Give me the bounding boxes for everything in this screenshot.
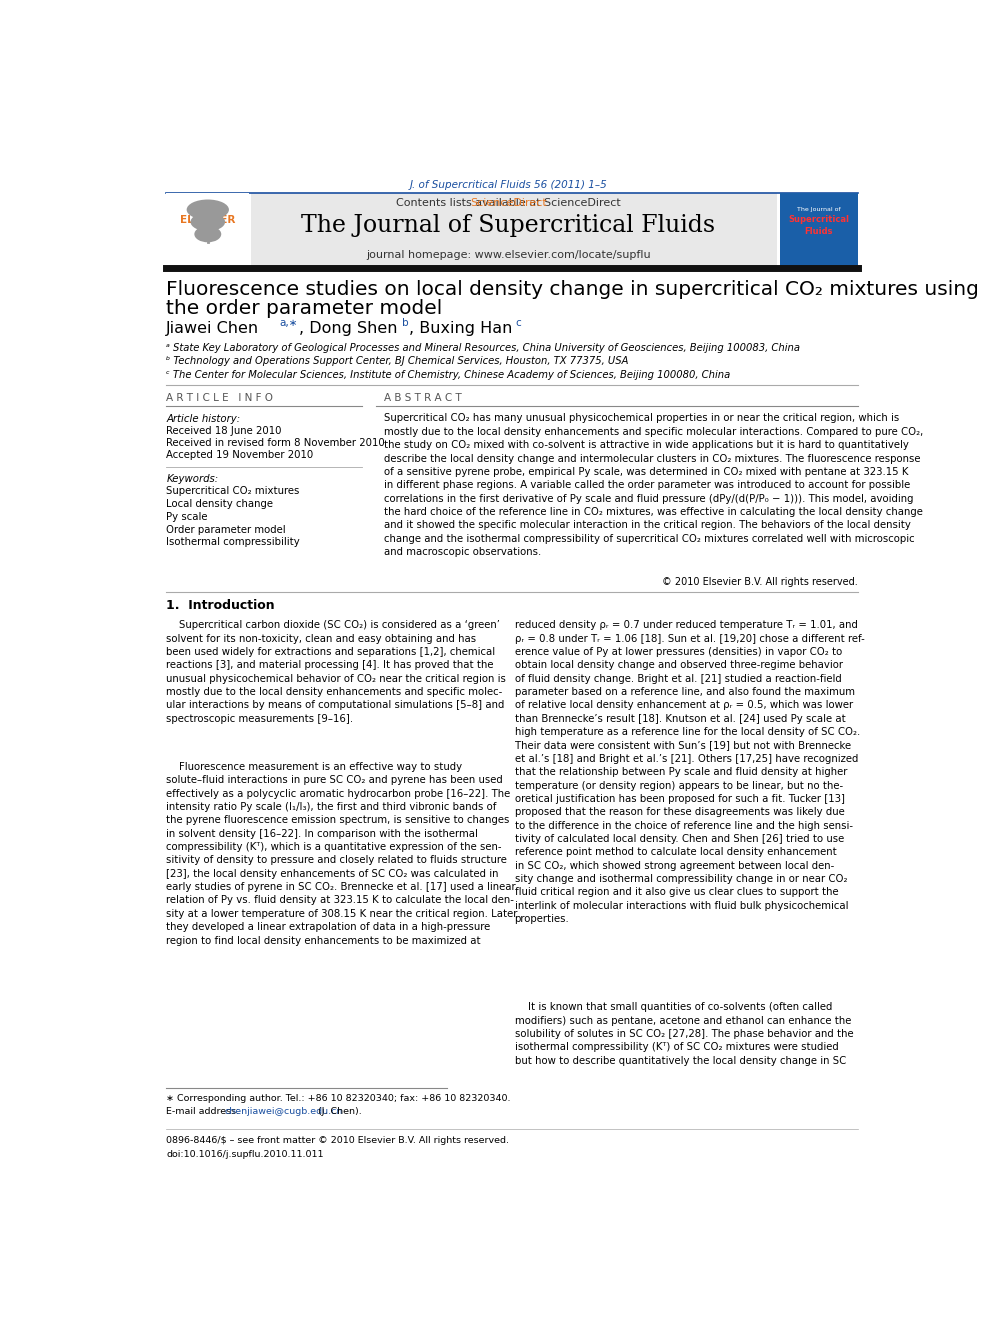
- Text: journal homepage: www.elsevier.com/locate/supflu: journal homepage: www.elsevier.com/locat…: [366, 250, 651, 259]
- Text: a,∗: a,∗: [280, 318, 298, 328]
- Text: reduced density ρᵣ = 0.7 under reduced temperature Tᵣ = 1.01, and
ρᵣ = 0.8 under: reduced density ρᵣ = 0.7 under reduced t…: [515, 620, 864, 925]
- Text: A R T I C L E   I N F O: A R T I C L E I N F O: [167, 393, 273, 404]
- FancyBboxPatch shape: [780, 193, 858, 267]
- Text: Accepted 19 November 2010: Accepted 19 November 2010: [167, 450, 313, 460]
- Text: J. of Supercritical Fluids 56 (2011) 1–5: J. of Supercritical Fluids 56 (2011) 1–5: [410, 180, 607, 191]
- Text: Supercritical CO₂ has many unusual physicochemical properties in or near the cri: Supercritical CO₂ has many unusual physi…: [384, 413, 924, 557]
- Text: Py scale: Py scale: [167, 512, 207, 521]
- Text: chenjiawei@cugb.edu.cn: chenjiawei@cugb.edu.cn: [225, 1107, 343, 1115]
- Text: Supercritical: Supercritical: [789, 216, 849, 225]
- FancyBboxPatch shape: [167, 193, 249, 267]
- Text: the order parameter model: the order parameter model: [167, 299, 442, 318]
- Ellipse shape: [194, 226, 221, 242]
- Text: A B S T R A C T: A B S T R A C T: [384, 393, 461, 404]
- Text: doi:10.1016/j.supflu.2010.11.011: doi:10.1016/j.supflu.2010.11.011: [167, 1150, 323, 1159]
- Text: ELSEVIER: ELSEVIER: [181, 214, 235, 225]
- Text: ᶜ The Center for Molecular Sciences, Institute of Chemistry, Chinese Academy of : ᶜ The Center for Molecular Sciences, Ins…: [167, 369, 730, 380]
- Text: ScienceDirect: ScienceDirect: [470, 197, 547, 208]
- Text: ∗ Corresponding author. Tel.: +86 10 82320340; fax: +86 10 82320340.: ∗ Corresponding author. Tel.: +86 10 823…: [167, 1094, 511, 1102]
- Text: Local density change: Local density change: [167, 499, 273, 509]
- Ellipse shape: [186, 200, 229, 220]
- Text: Keywords:: Keywords:: [167, 474, 218, 484]
- Text: The Journal of: The Journal of: [798, 208, 841, 212]
- Text: © 2010 Elsevier B.V. All rights reserved.: © 2010 Elsevier B.V. All rights reserved…: [663, 577, 858, 586]
- Ellipse shape: [190, 213, 225, 232]
- Text: , Dong Shen: , Dong Shen: [299, 321, 397, 336]
- Text: The Journal of Supercritical Fluids: The Journal of Supercritical Fluids: [302, 214, 715, 238]
- Text: Received 18 June 2010: Received 18 June 2010: [167, 426, 282, 435]
- Text: (J. Chen).: (J. Chen).: [315, 1107, 362, 1115]
- FancyBboxPatch shape: [251, 193, 778, 267]
- Text: Order parameter model: Order parameter model: [167, 525, 286, 534]
- Text: Fluorescence measurement is an effective way to study
solute–fluid interactions : Fluorescence measurement is an effective…: [167, 762, 518, 946]
- Text: ᵃ State Key Laboratory of Geological Processes and Mineral Resources, China Univ: ᵃ State Key Laboratory of Geological Pro…: [167, 343, 801, 353]
- Text: ᵇ Technology and Operations Support Center, BJ Chemical Services, Houston, TX 77: ᵇ Technology and Operations Support Cent…: [167, 356, 629, 366]
- Text: 0896-8446/$ – see front matter © 2010 Elsevier B.V. All rights reserved.: 0896-8446/$ – see front matter © 2010 El…: [167, 1136, 509, 1146]
- Text: Jiawei Chen: Jiawei Chen: [167, 321, 260, 336]
- Text: , Buxing Han: , Buxing Han: [410, 321, 513, 336]
- Text: c: c: [515, 318, 521, 328]
- Text: E-mail address:: E-mail address:: [167, 1107, 243, 1115]
- Text: Supercritical carbon dioxide (SC CO₂) is considered as a ‘green’
solvent for its: Supercritical carbon dioxide (SC CO₂) is…: [167, 620, 506, 724]
- Text: b: b: [402, 318, 408, 328]
- Text: Supercritical CO₂ mixtures: Supercritical CO₂ mixtures: [167, 487, 300, 496]
- Text: Isothermal compressibility: Isothermal compressibility: [167, 537, 300, 548]
- Text: Fluorescence studies on local density change in supercritical CO₂ mixtures using: Fluorescence studies on local density ch…: [167, 279, 979, 299]
- Text: Received in revised form 8 November 2010: Received in revised form 8 November 2010: [167, 438, 385, 448]
- Text: Fluids: Fluids: [805, 226, 833, 235]
- Text: Contents lists available at ScienceDirect: Contents lists available at ScienceDirec…: [396, 197, 621, 208]
- Text: It is known that small quantities of co-solvents (often called
modifiers) such a: It is known that small quantities of co-…: [515, 1003, 853, 1066]
- Text: 1.  Introduction: 1. Introduction: [167, 599, 275, 613]
- Text: Article history:: Article history:: [167, 414, 240, 423]
